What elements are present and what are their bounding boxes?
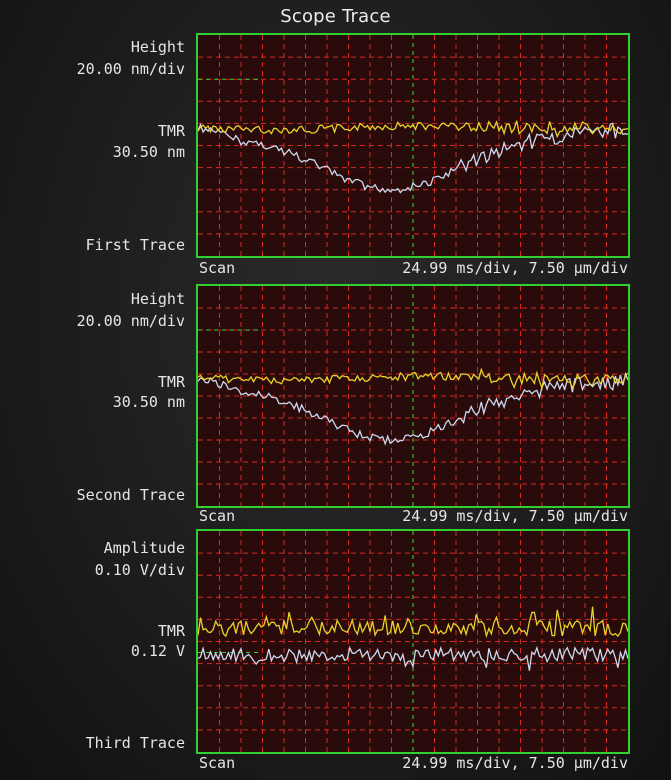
scan-label-3: Scan [199, 754, 236, 772]
trace-plot-3[interactable] [196, 529, 630, 754]
scale-name-3: Amplitude [103, 539, 185, 557]
trace-canvas-3 [198, 531, 628, 752]
timebase-3: 24.99 ms/div, 7.50 µm/div [402, 754, 628, 772]
grid [198, 531, 628, 752]
trace-main-line [198, 367, 628, 391]
tmr-label-1: TMR [157, 122, 185, 140]
trace-retrace-line [198, 122, 628, 194]
scan-label-1: Scan [199, 259, 236, 277]
tmr-value-1: 30.50 nm [112, 143, 185, 161]
timebase-2: 24.99 ms/div, 7.50 µm/div [402, 507, 628, 525]
window-title: Scope Trace [280, 6, 391, 27]
trace-main-line [198, 606, 628, 639]
scale-value-2: 20.00 nm/div [76, 312, 185, 330]
timebase-1: 24.99 ms/div, 7.50 µm/div [402, 259, 628, 277]
tmr-label-2: TMR [157, 373, 185, 391]
scale-name-1: Height [130, 38, 185, 56]
trace-canvas-1 [198, 35, 628, 256]
tmr-value-2: 30.50 nm [112, 393, 185, 411]
trace-retrace-line [198, 371, 628, 446]
scale-value-3: 0.10 V/div [94, 561, 185, 579]
tmr-value-3: 0.12 V [130, 642, 185, 660]
trace-name-2: Second Trace [76, 486, 185, 504]
trace-name-1: First Trace [85, 236, 185, 254]
grid [198, 286, 628, 506]
scan-label-2: Scan [199, 507, 236, 525]
tmr-label-3: TMR [157, 622, 185, 640]
trace-name-3: Third Trace [85, 734, 185, 752]
trace-main-line [198, 120, 628, 139]
scale-value-1: 20.00 nm/div [76, 60, 185, 78]
trace-canvas-2 [198, 286, 628, 506]
trace-plot-2[interactable] [196, 284, 630, 508]
trace-plot-1[interactable] [196, 33, 630, 258]
trace-retrace-line [198, 645, 628, 671]
scale-name-2: Height [130, 290, 185, 308]
